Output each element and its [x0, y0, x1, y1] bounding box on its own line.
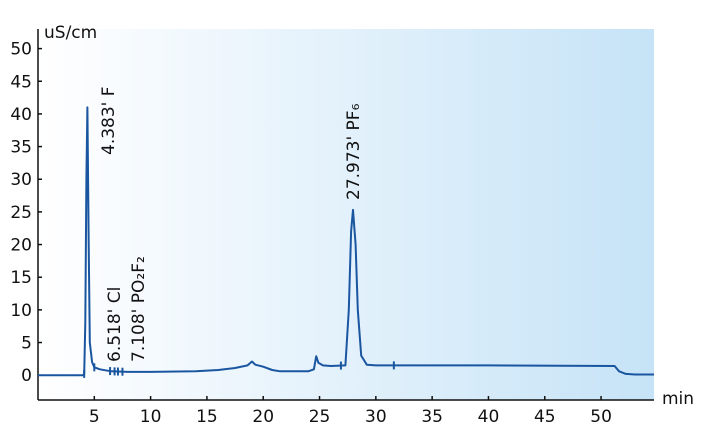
x-tick-label: 50 — [590, 407, 612, 427]
y-tick-label: 45 — [10, 72, 32, 92]
x-tick-label: 5 — [89, 407, 100, 427]
peak-label: 27.973' PF₆ — [344, 103, 364, 200]
x-tick-label: 40 — [478, 407, 500, 427]
y-axis-label: uS/cm — [44, 23, 97, 43]
peak-label: 4.383' F — [99, 86, 119, 155]
plot-background — [38, 29, 654, 400]
y-tick-label: 30 — [10, 170, 32, 190]
y-tick-label: 10 — [10, 301, 32, 321]
peak-label: 7.108' PO₂F₂ — [129, 256, 149, 362]
chromatogram-trace — [38, 106, 654, 377]
y-tick-label: 40 — [10, 105, 32, 125]
x-tick-label: 20 — [252, 407, 274, 427]
y-tick-label: 5 — [21, 334, 32, 354]
y-tick-label: 50 — [10, 40, 32, 60]
y-tick-label: 20 — [10, 236, 32, 256]
x-tick-label: 25 — [309, 407, 331, 427]
y-tick-label: 35 — [10, 138, 32, 158]
y-tick-label: 0 — [21, 366, 32, 386]
x-tick-label: 15 — [196, 407, 218, 427]
x-tick-label: 35 — [421, 407, 443, 427]
x-tick-label: 10 — [140, 407, 162, 427]
y-tick-label: 25 — [10, 203, 32, 223]
peak-label: 6.518' Cl — [105, 287, 125, 362]
y-tick-label: 15 — [10, 268, 32, 288]
x-tick-label: 45 — [534, 407, 556, 427]
x-axis-label: min — [662, 389, 694, 409]
x-tick-label: 30 — [365, 407, 387, 427]
